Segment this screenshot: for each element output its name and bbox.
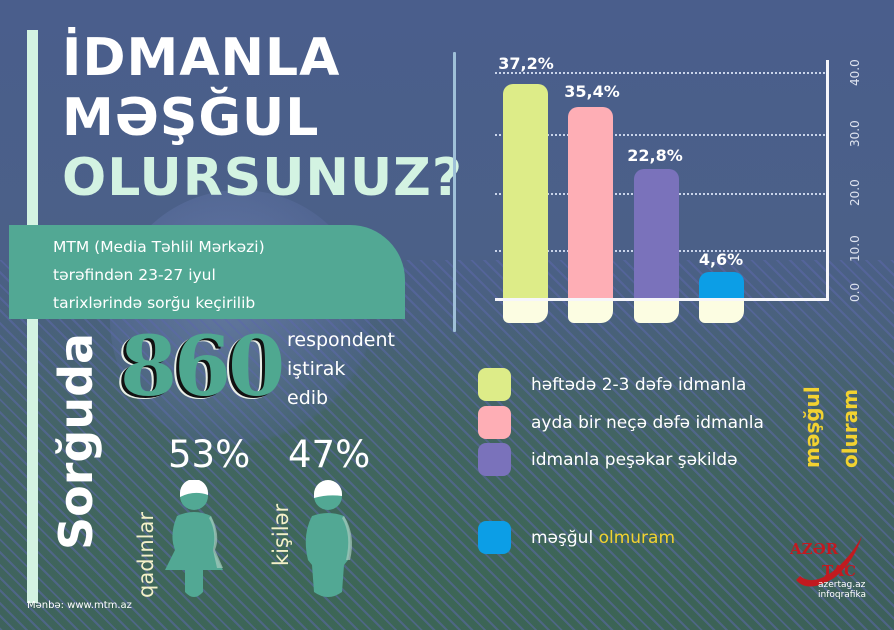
bar-chart: 37,2% 35,4% 22,8% 4,6% [495, 54, 830, 323]
legend-swatch-not-engaged [478, 521, 511, 554]
survey-vertical-label: Sorğuda [49, 332, 103, 550]
men-label: kişilər [269, 503, 293, 566]
y-tick-20: 20.0 [848, 179, 862, 206]
title-line-1: İDMANLA [62, 28, 341, 88]
diagonal-stripes-overlay [0, 260, 894, 630]
legend-item-monthly: ayda bir neçə dəfə idmanla [478, 406, 764, 439]
y-tick-40: 40.0 [848, 59, 862, 86]
azertac-logo-icon [796, 536, 862, 587]
legend-text-professional: idmanla peşəkar şəkildə [531, 449, 738, 470]
logo-bottom-text: TAC [822, 562, 856, 580]
y-tick-10: 10.0 [848, 235, 862, 262]
info-line-1: MTM (Media Təhlil Mərkəzi) [53, 238, 265, 256]
bar-label-weekly: 37,2% [498, 54, 554, 73]
respondent-text-line-3: edib [287, 387, 329, 409]
man-icon [305, 480, 352, 597]
y-tick-0: 0.0 [848, 282, 862, 302]
logo-caption: infoqrafika [818, 590, 867, 600]
legend-swatch-professional [478, 443, 511, 476]
y-tick-30: 30.0 [848, 120, 862, 147]
info-line-2: tərəfindən 23-27 iyul [53, 266, 216, 284]
divider-line [453, 52, 456, 332]
title-line-2: MƏŞĞUL [62, 88, 320, 148]
gridline-30 [495, 134, 825, 136]
respondent-text-line-1: respondent [287, 329, 395, 351]
women-label: qadınlar [134, 511, 158, 598]
y-axis [826, 60, 829, 301]
woman-icon [165, 480, 223, 597]
bar-foot-2 [568, 301, 613, 323]
bar-label-not-engaged: 4,6% [698, 250, 744, 269]
group-label-oluram: oluram [838, 388, 862, 468]
survey-info-box: MTM (Media Təhlil Mərkəzi) tərəfindən 23… [9, 225, 405, 319]
respondent-text: respondent iştirak edib [287, 326, 395, 413]
legend-text-not-engaged-white: məşğul [531, 527, 594, 548]
x-axis [495, 298, 829, 301]
bar-foot-3 [634, 301, 679, 323]
legend-swatch-weekly [478, 368, 511, 401]
legend-item-professional: idmanla peşəkar şəkildə [478, 443, 738, 476]
page-title: İDMANLA MƏŞĞUL OLURSUNUZ? [62, 28, 463, 208]
legend-text-weekly: həftədə 2-3 dəfə idmanla [531, 374, 747, 395]
logo-top-text: AZƏR [790, 540, 839, 558]
legend-swatch-monthly [478, 406, 511, 439]
bar-foot-4 [699, 301, 744, 323]
legend-text-not-engaged: məşğul olmuram [531, 528, 675, 548]
legend-item-weekly: həftədə 2-3 dəfə idmanla [478, 368, 746, 401]
legend-item-not-engaged: məşğul olmuram [478, 521, 675, 554]
bar-label-professional: 22,8% [627, 146, 683, 165]
women-percent: 53% [168, 433, 251, 476]
legend-text-monthly: ayda bir neçə dəfə idmanla [531, 412, 764, 433]
legend-text-not-engaged-yellow: olmuram [598, 527, 676, 548]
info-line-3: tarixlərində sorğu keçirilib [53, 294, 256, 312]
source-credit: Mənbə: www.mtm.az [27, 600, 132, 611]
bar-weekly [503, 84, 548, 298]
bar-professional [634, 169, 679, 298]
bar-label-monthly: 35,4% [564, 82, 620, 101]
respondent-count: 860 [120, 319, 285, 415]
title-line-3: OLURSUNUZ? [62, 148, 464, 208]
bar-not-engaged [699, 272, 744, 298]
men-percent: 47% [288, 433, 371, 476]
bar-foot-1 [503, 301, 548, 323]
gridline-40 [495, 72, 825, 74]
logo-site: azertag.az [818, 580, 866, 590]
respondent-text-line-2: iştirak [287, 358, 346, 380]
group-label-meshgul: məşğul [800, 386, 824, 468]
bar-monthly [568, 107, 613, 298]
